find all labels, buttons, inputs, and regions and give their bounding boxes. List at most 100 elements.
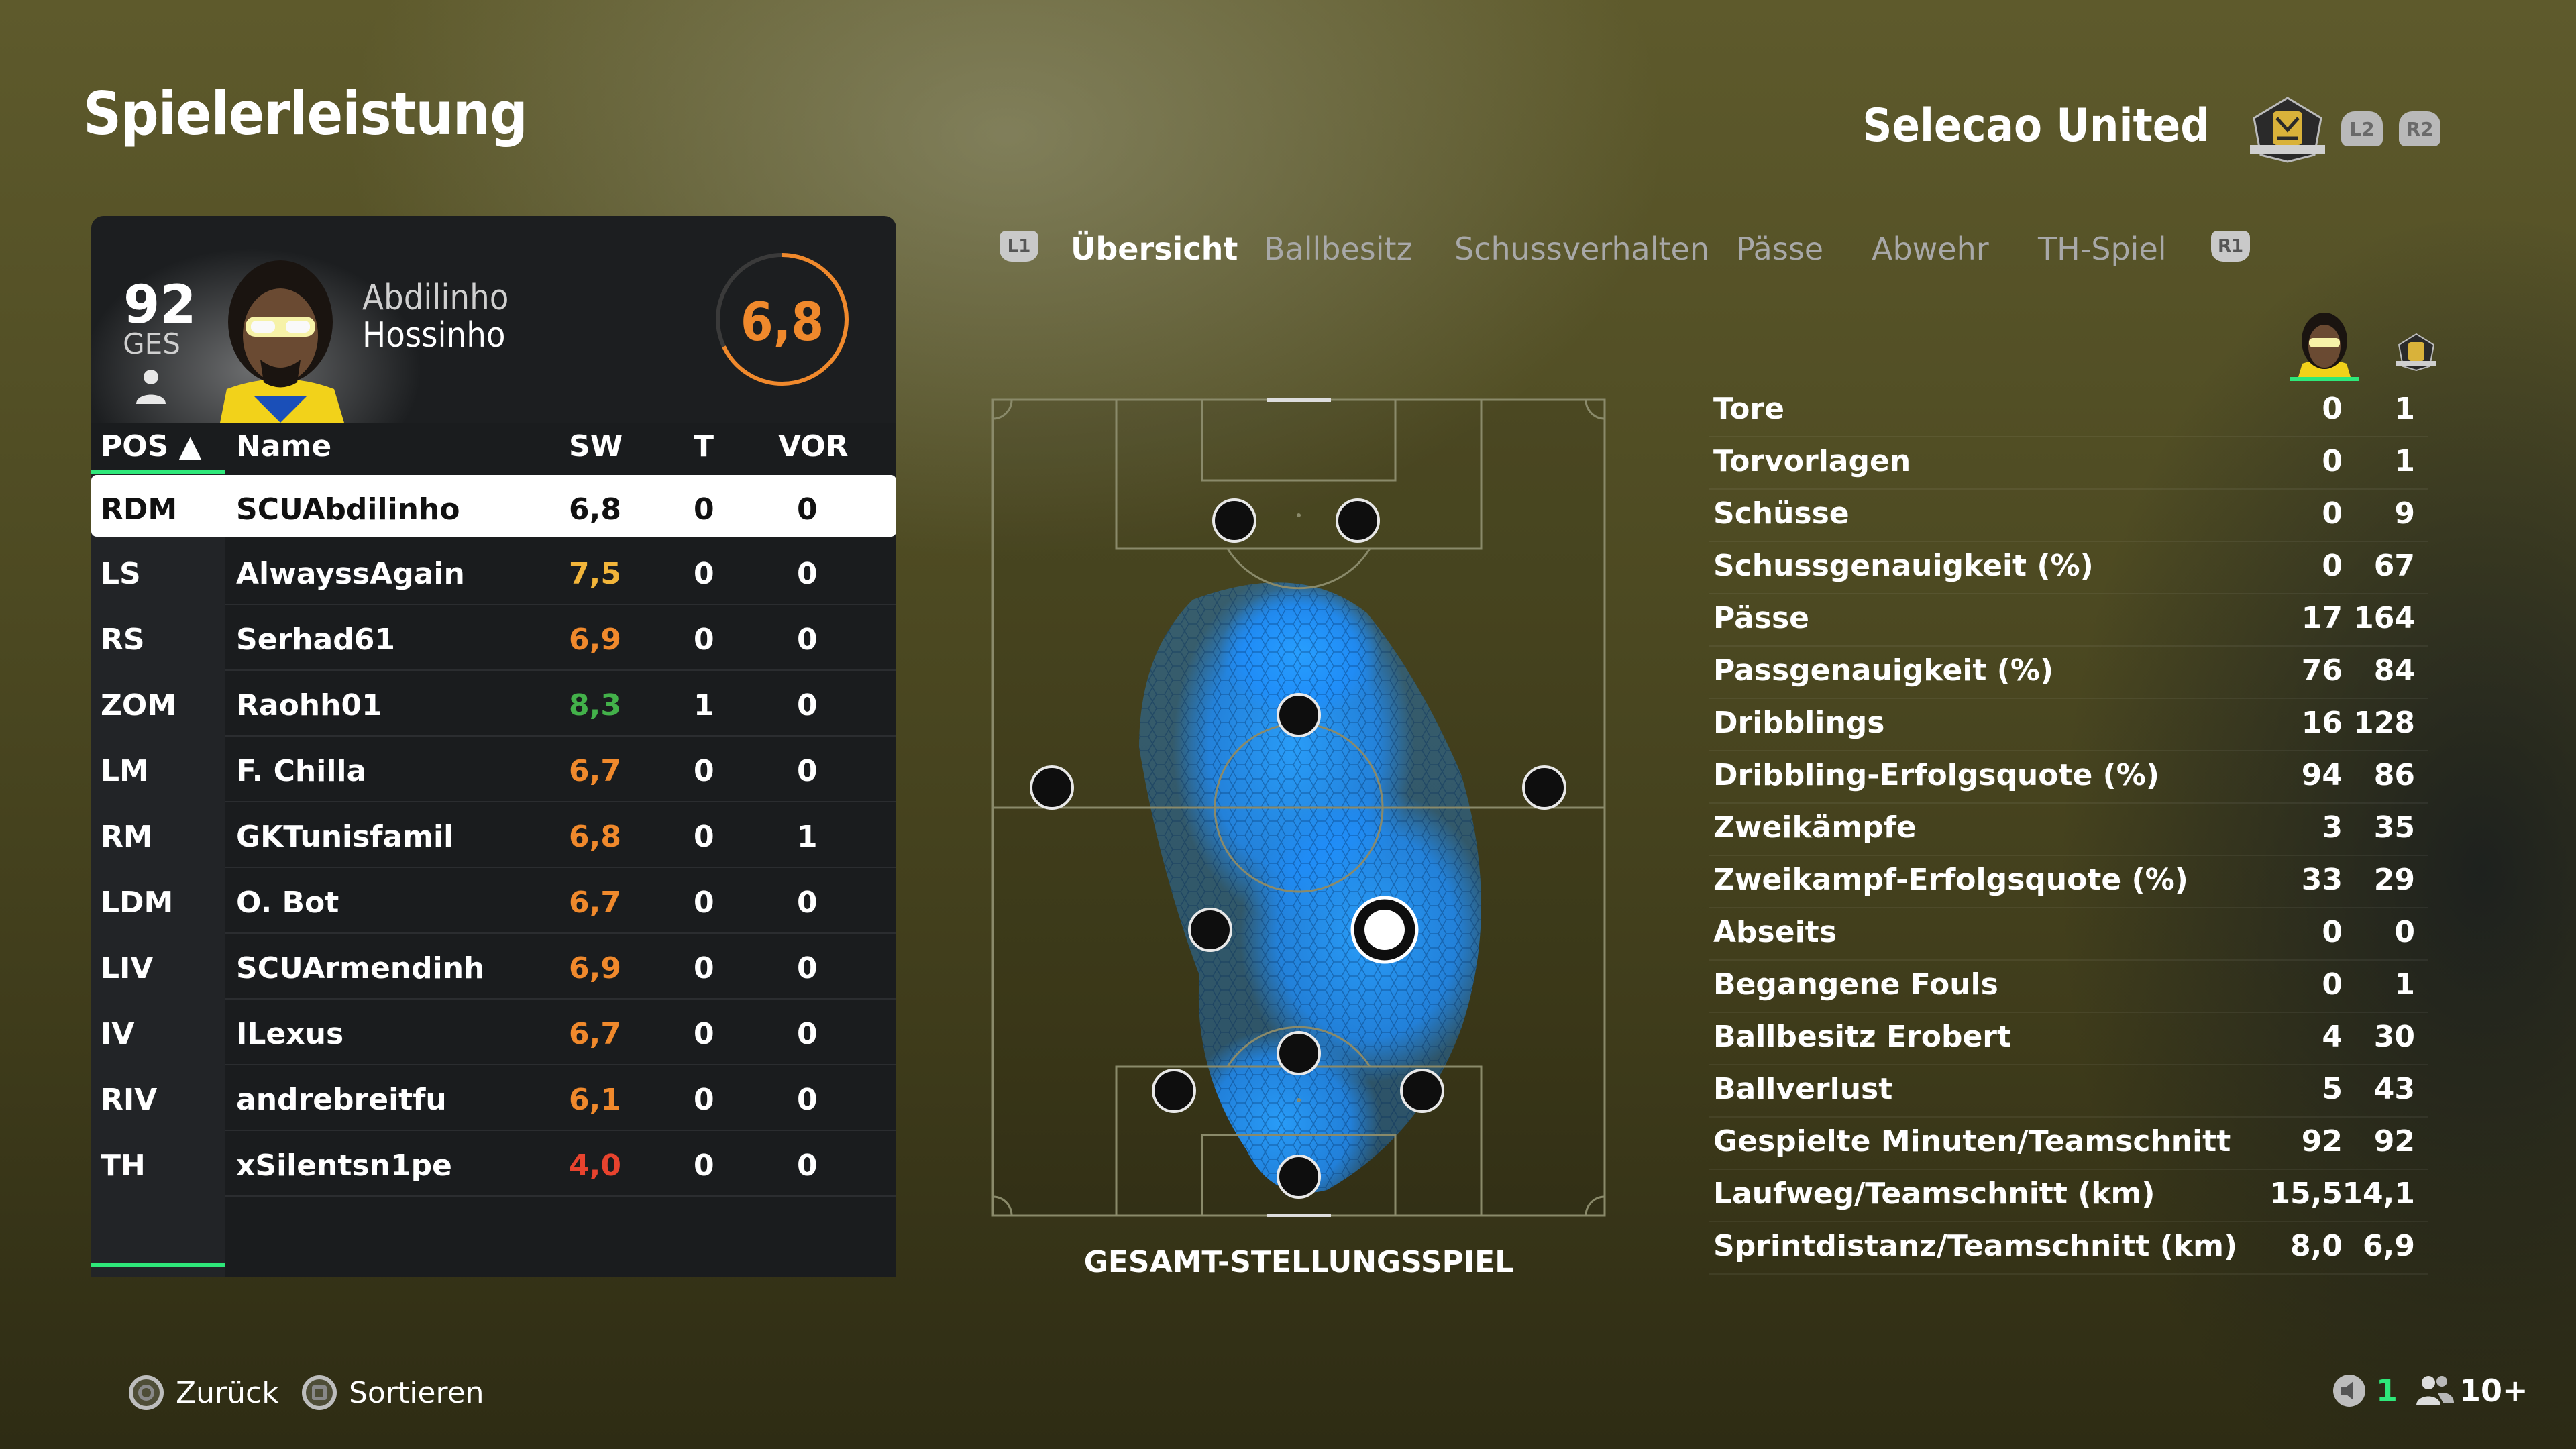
back-button[interactable]: Zurück	[129, 1373, 279, 1413]
table-row[interactable]: ZOM Raohh01 8,3 1 0	[91, 671, 896, 737]
row-goals: 0	[694, 1017, 714, 1051]
row-assists: 0	[797, 1148, 818, 1183]
row-goals: 0	[694, 492, 714, 527]
tab-3[interactable]: Schussverhalten	[1454, 231, 1709, 267]
person-icon	[136, 370, 166, 404]
row-goals: 0	[694, 623, 714, 657]
row-name: Raohh01	[236, 688, 382, 722]
row-pos: TH	[101, 1148, 146, 1183]
team-crest-icon	[2396, 333, 2436, 372]
table-row[interactable]: RIV andrebreitfu 6,1 0 0	[91, 1065, 896, 1131]
position-heatmap	[991, 398, 1606, 1217]
party-indicator: 10+	[2414, 1373, 2528, 1409]
table-row[interactable]: RM GKTunisfamil 6,8 0 1	[91, 802, 896, 868]
stat-label: Schussgenauigkeit (%)	[1713, 549, 2094, 583]
speaker-icon	[2333, 1375, 2365, 1407]
row-goals: 0	[694, 557, 714, 591]
mic-indicator: 1	[2332, 1373, 2398, 1409]
row-rating: 6,9	[569, 951, 621, 985]
row-assists: 0	[797, 688, 818, 722]
row-goals: 0	[694, 1083, 714, 1117]
row-name: andrebreitfu	[236, 1083, 447, 1117]
stat-player-value: 0	[2322, 915, 2343, 949]
row-rating: 6,7	[569, 885, 621, 920]
stat-team-value: 30	[2373, 1020, 2415, 1054]
tab-6[interactable]: TH-Spiel	[2038, 231, 2167, 267]
stat-label: Begangene Fouls	[1713, 967, 1998, 1002]
stat-player-value: 16	[2301, 706, 2343, 740]
stat-player-value: 0	[2322, 496, 2343, 531]
overall-label: GES	[123, 327, 180, 360]
party-icon	[2416, 1376, 2454, 1405]
stat-player-value: 4	[2322, 1020, 2343, 1054]
circle-button-icon	[129, 1375, 164, 1410]
row-separator	[225, 735, 896, 737]
table-row[interactable]: RS Serhad61 6,9 0 0	[91, 605, 896, 671]
tab-2[interactable]: Ballbesitz	[1264, 231, 1413, 267]
match-rating-ring	[716, 253, 849, 386]
club-crest-icon	[2250, 97, 2325, 163]
header-name[interactable]: Name	[236, 429, 332, 464]
stat-player-value: 17	[2301, 601, 2343, 635]
row-name: xSilentsn1pe	[236, 1148, 452, 1183]
table-row[interactable]: LM F. Chilla 6,7 0 0	[91, 737, 896, 802]
table-row[interactable]: LIV SCUArmendinh 6,9 0 0	[91, 934, 896, 1000]
header-sw[interactable]: SW	[569, 429, 623, 464]
stat-team-value: 164	[2353, 601, 2415, 635]
tab-1[interactable]: Übersicht	[1071, 231, 1238, 267]
row-separator	[225, 867, 896, 868]
row-rating: 7,5	[569, 557, 621, 591]
stat-player-value: 8,0	[2290, 1229, 2343, 1263]
row-name: AlwayssAgain	[236, 557, 465, 591]
sort-button[interactable]: Sortieren	[302, 1373, 484, 1413]
stat-team-value: 14,1	[2342, 1177, 2415, 1211]
stat-player-value: 0	[2322, 392, 2343, 426]
tab-4[interactable]: Pässe	[1736, 231, 1824, 267]
stat-row: Sprintdistanz/Teamschnitt (km) 8,0 6,9	[1709, 1221, 2428, 1275]
stat-label: Zweikämpfe	[1713, 810, 1917, 845]
stat-label: Dribbling-Erfolgsquote (%)	[1713, 758, 2159, 792]
table-row[interactable]: LDM O. Bot 6,7 0 0	[91, 868, 896, 934]
row-pos: IV	[101, 1017, 135, 1051]
stat-team-value: 6,9	[2363, 1229, 2415, 1263]
table-row[interactable]: RDM SCUAbdilinho 6,8 0 0	[91, 475, 896, 537]
page-title: Spielerleistung	[83, 79, 528, 148]
column-underline	[91, 1263, 225, 1267]
r2-button[interactable]: R2	[2399, 111, 2440, 146]
row-separator	[225, 932, 896, 934]
row-pos: LS	[101, 557, 141, 591]
stat-team-value: 35	[2373, 810, 2415, 845]
stat-player-value: 76	[2301, 653, 2343, 688]
stat-label: Gespielte Minuten/Teamschnitt	[1713, 1124, 2231, 1159]
row-goals: 0	[694, 951, 714, 985]
stat-team-value: 0	[2394, 915, 2415, 949]
tab-5[interactable]: Abwehr	[1872, 231, 1989, 267]
row-rating: 6,9	[569, 623, 621, 657]
header-pos[interactable]: POS ▲	[101, 429, 202, 464]
table-row[interactable]: IV ILexus 6,7 0 0	[91, 1000, 896, 1065]
stat-row: Torvorlagen 0 1	[1709, 436, 2428, 490]
r1-button[interactable]: R1	[2211, 231, 2250, 262]
header-underline	[91, 470, 225, 474]
stat-label: Ballbesitz Erobert	[1713, 1020, 2012, 1054]
row-assists: 0	[797, 754, 818, 788]
stat-row: Ballverlust 5 43	[1709, 1064, 2428, 1118]
square-button-icon	[302, 1375, 337, 1410]
back-label: Zurück	[176, 1375, 279, 1410]
l1-button[interactable]: L1	[1000, 231, 1038, 262]
stat-team-value: 128	[2353, 706, 2415, 740]
stat-team-value: 43	[2373, 1072, 2415, 1106]
row-name: GKTunisfamil	[236, 820, 454, 854]
table-row[interactable]: LS AlwayssAgain 7,5 0 0	[91, 539, 896, 605]
stat-player-value: 0	[2322, 444, 2343, 478]
table-row[interactable]: TH xSilentsn1pe 4,0 0 0	[91, 1131, 896, 1197]
row-assists: 0	[797, 1017, 818, 1051]
row-assists: 0	[797, 951, 818, 985]
header-vor[interactable]: VOR	[778, 429, 849, 464]
header-t[interactable]: T	[694, 429, 714, 464]
row-separator	[225, 1130, 896, 1131]
row-separator	[225, 1064, 896, 1065]
l2-button[interactable]: L2	[2341, 111, 2383, 146]
stat-team-value: 1	[2394, 444, 2415, 478]
row-goals: 0	[694, 754, 714, 788]
